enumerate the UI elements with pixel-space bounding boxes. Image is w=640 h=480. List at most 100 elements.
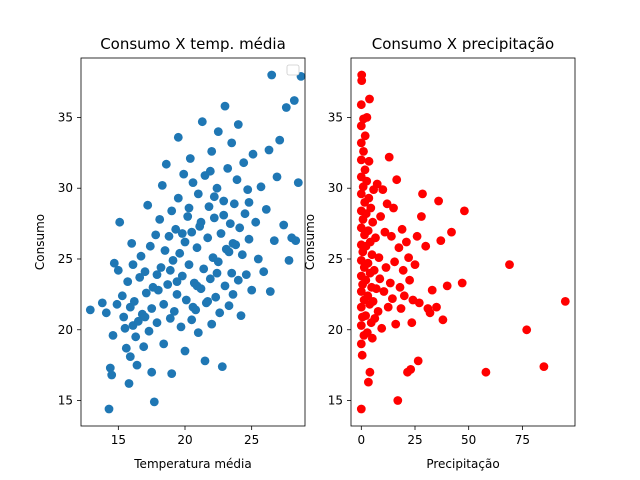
data-point-temperature-159 bbox=[209, 192, 219, 202]
data-point-temperature-47 bbox=[159, 339, 169, 349]
data-point-precipitation-85 bbox=[395, 282, 405, 292]
data-point-precipitation-68 bbox=[377, 323, 387, 333]
subplot-precipitation: Consumo X precipitação 0 25 50 75 15 20 25 30 3… bbox=[303, 35, 576, 471]
data-point-temperature-131 bbox=[265, 287, 275, 296]
data-point-precipitation-12 bbox=[356, 155, 366, 165]
data-point-temperature-27 bbox=[136, 251, 146, 261]
data-point-precipitation-0 bbox=[356, 404, 366, 414]
y-tick-label-precipitation: 30 bbox=[328, 181, 343, 195]
data-point-temperature-19 bbox=[127, 239, 137, 248]
data-point-temperature-42 bbox=[153, 285, 163, 295]
data-point-temperature-65 bbox=[180, 237, 190, 247]
data-point-precipitation-69 bbox=[378, 185, 388, 195]
data-point-temperature-129 bbox=[261, 205, 271, 214]
data-point-temperature-46 bbox=[159, 299, 169, 309]
data-point-precipitation-14 bbox=[356, 121, 366, 131]
data-point-precipitation-119 bbox=[560, 297, 570, 306]
data-point-temperature-119 bbox=[240, 209, 250, 219]
data-point-precipitation-89 bbox=[399, 291, 409, 301]
data-point-precipitation-81 bbox=[391, 319, 401, 329]
data-point-temperature-115 bbox=[235, 223, 245, 233]
data-point-temperature-83 bbox=[200, 356, 210, 366]
data-point-temperature-25 bbox=[133, 316, 143, 326]
data-point-temperature-14 bbox=[121, 343, 131, 353]
data-point-temperature-82 bbox=[199, 264, 209, 274]
data-point-precipitation-80 bbox=[390, 257, 399, 267]
data-point-temperature-17 bbox=[125, 352, 135, 361]
data-point-temperature-158 bbox=[188, 302, 198, 312]
data-point-temperature-30 bbox=[140, 312, 150, 322]
data-point-precipitation-77 bbox=[387, 231, 396, 241]
data-point-precipitation-103 bbox=[421, 241, 431, 251]
data-point-temperature-140 bbox=[289, 96, 299, 105]
data-point-temperature-121 bbox=[243, 185, 253, 195]
data-point-precipitation-59 bbox=[369, 265, 379, 275]
data-point-temperature-34 bbox=[144, 326, 154, 336]
data-point-precipitation-56 bbox=[368, 217, 378, 227]
data-point-precipitation-116 bbox=[505, 260, 514, 269]
data-point-temperature-90 bbox=[207, 319, 217, 329]
data-point-temperature-43 bbox=[155, 215, 165, 224]
data-point-precipitation-75 bbox=[384, 152, 394, 162]
data-point-temperature-66 bbox=[180, 346, 190, 356]
data-point-temperature-102 bbox=[220, 101, 230, 111]
data-point-temperature-120 bbox=[241, 270, 251, 279]
data-point-precipitation-42 bbox=[363, 226, 373, 236]
data-point-temperature-24 bbox=[132, 360, 142, 370]
data-point-precipitation-17 bbox=[357, 70, 367, 80]
data-point-temperature-127 bbox=[256, 182, 266, 192]
data-point-temperature-87 bbox=[204, 202, 214, 212]
data-point-temperature-55 bbox=[168, 256, 178, 265]
data-point-temperature-44 bbox=[156, 263, 166, 272]
y-tick-label-precipitation: 15 bbox=[328, 394, 343, 408]
data-point-precipitation-32 bbox=[360, 131, 370, 141]
data-point-precipitation-72 bbox=[381, 263, 391, 272]
data-point-precipitation-48 bbox=[365, 367, 375, 377]
data-point-precipitation-34 bbox=[361, 275, 371, 285]
data-point-temperature-136 bbox=[279, 220, 289, 230]
data-point-precipitation-86 bbox=[396, 304, 406, 313]
data-point-temperature-144 bbox=[196, 217, 206, 227]
data-point-precipitation-105 bbox=[425, 308, 435, 318]
data-point-precipitation-117 bbox=[522, 325, 532, 335]
data-point-temperature-21 bbox=[128, 260, 138, 269]
data-point-temperature-37 bbox=[147, 304, 157, 313]
data-point-temperature-112 bbox=[232, 175, 242, 185]
data-point-precipitation-18 bbox=[357, 350, 367, 360]
data-point-precipitation-62 bbox=[371, 284, 381, 294]
x-tick-label-precipitation: 50 bbox=[461, 433, 476, 447]
data-point-temperature-36 bbox=[147, 367, 157, 377]
axes-frame-temperature bbox=[80, 57, 306, 427]
y-tick-label-temperature: 15 bbox=[58, 394, 73, 408]
data-point-temperature-109 bbox=[228, 290, 238, 299]
data-point-precipitation-107 bbox=[432, 302, 441, 312]
data-point-precipitation-33 bbox=[361, 311, 370, 320]
data-point-temperature-134 bbox=[272, 172, 282, 182]
data-point-temperature-122 bbox=[244, 234, 254, 244]
subplot-temperature: Consumo X temp. média 15 20 25 1520253035 … bbox=[33, 35, 306, 471]
data-point-temperature-106 bbox=[225, 219, 235, 229]
data-point-precipitation-100 bbox=[414, 298, 424, 308]
data-point-precipitation-63 bbox=[372, 179, 382, 189]
data-point-precipitation-95 bbox=[407, 318, 417, 328]
data-point-temperature-104 bbox=[223, 164, 233, 173]
data-point-precipitation-65 bbox=[374, 253, 384, 262]
data-point-precipitation-111 bbox=[442, 281, 452, 291]
data-point-temperature-77 bbox=[193, 189, 203, 199]
data-point-temperature-151 bbox=[184, 203, 194, 213]
data-point-precipitation-115 bbox=[481, 367, 491, 377]
data-point-temperature-76 bbox=[192, 243, 202, 253]
data-point-temperature-107 bbox=[227, 268, 237, 278]
y-ticks-temperature: 15 20 25 30 35 bbox=[58, 110, 81, 408]
points-precipitation bbox=[356, 70, 570, 414]
data-point-temperature-114 bbox=[233, 120, 243, 129]
data-point-temperature-35 bbox=[145, 241, 155, 251]
data-point-precipitation-93 bbox=[405, 275, 414, 285]
data-point-temperature-155 bbox=[205, 166, 215, 176]
data-point-precipitation-4 bbox=[356, 287, 366, 296]
data-point-temperature-125 bbox=[251, 217, 261, 227]
data-point-temperature-113 bbox=[233, 275, 243, 285]
data-point-precipitation-99 bbox=[413, 356, 423, 366]
data-point-temperature-54 bbox=[167, 369, 177, 378]
